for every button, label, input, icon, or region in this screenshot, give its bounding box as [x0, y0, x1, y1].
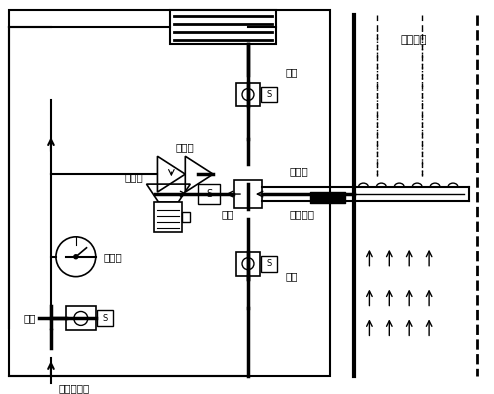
Text: S: S — [102, 314, 107, 323]
Text: 分离器: 分离器 — [125, 172, 143, 182]
Text: 密封管座: 密封管座 — [290, 209, 315, 219]
Bar — [155, 202, 182, 232]
Text: 锅炉烟道: 锅炉烟道 — [401, 35, 427, 45]
Text: 取样枪: 取样枪 — [290, 166, 309, 176]
Text: 关闭: 关闭 — [286, 68, 298, 78]
Circle shape — [74, 255, 78, 259]
Bar — [234, 180, 262, 208]
Circle shape — [56, 237, 96, 277]
Bar — [97, 310, 113, 326]
Bar — [198, 184, 220, 204]
Text: 打开: 打开 — [24, 314, 36, 323]
Bar — [236, 252, 260, 276]
Bar — [261, 256, 277, 272]
Bar — [66, 307, 96, 331]
Text: 抽气器: 抽气器 — [176, 142, 195, 152]
Bar — [236, 83, 260, 106]
Bar — [170, 10, 276, 44]
Bar — [261, 87, 277, 102]
Text: 压力表: 压力表 — [104, 252, 123, 262]
Text: S: S — [266, 259, 272, 268]
Text: 关闭: 关闭 — [286, 271, 298, 282]
Bar — [182, 212, 190, 222]
Bar — [9, 10, 329, 376]
Text: 打开: 打开 — [222, 209, 234, 219]
Text: 压缩空气来: 压缩空气来 — [59, 383, 90, 393]
Text: S: S — [266, 90, 272, 99]
Text: S: S — [206, 189, 212, 199]
